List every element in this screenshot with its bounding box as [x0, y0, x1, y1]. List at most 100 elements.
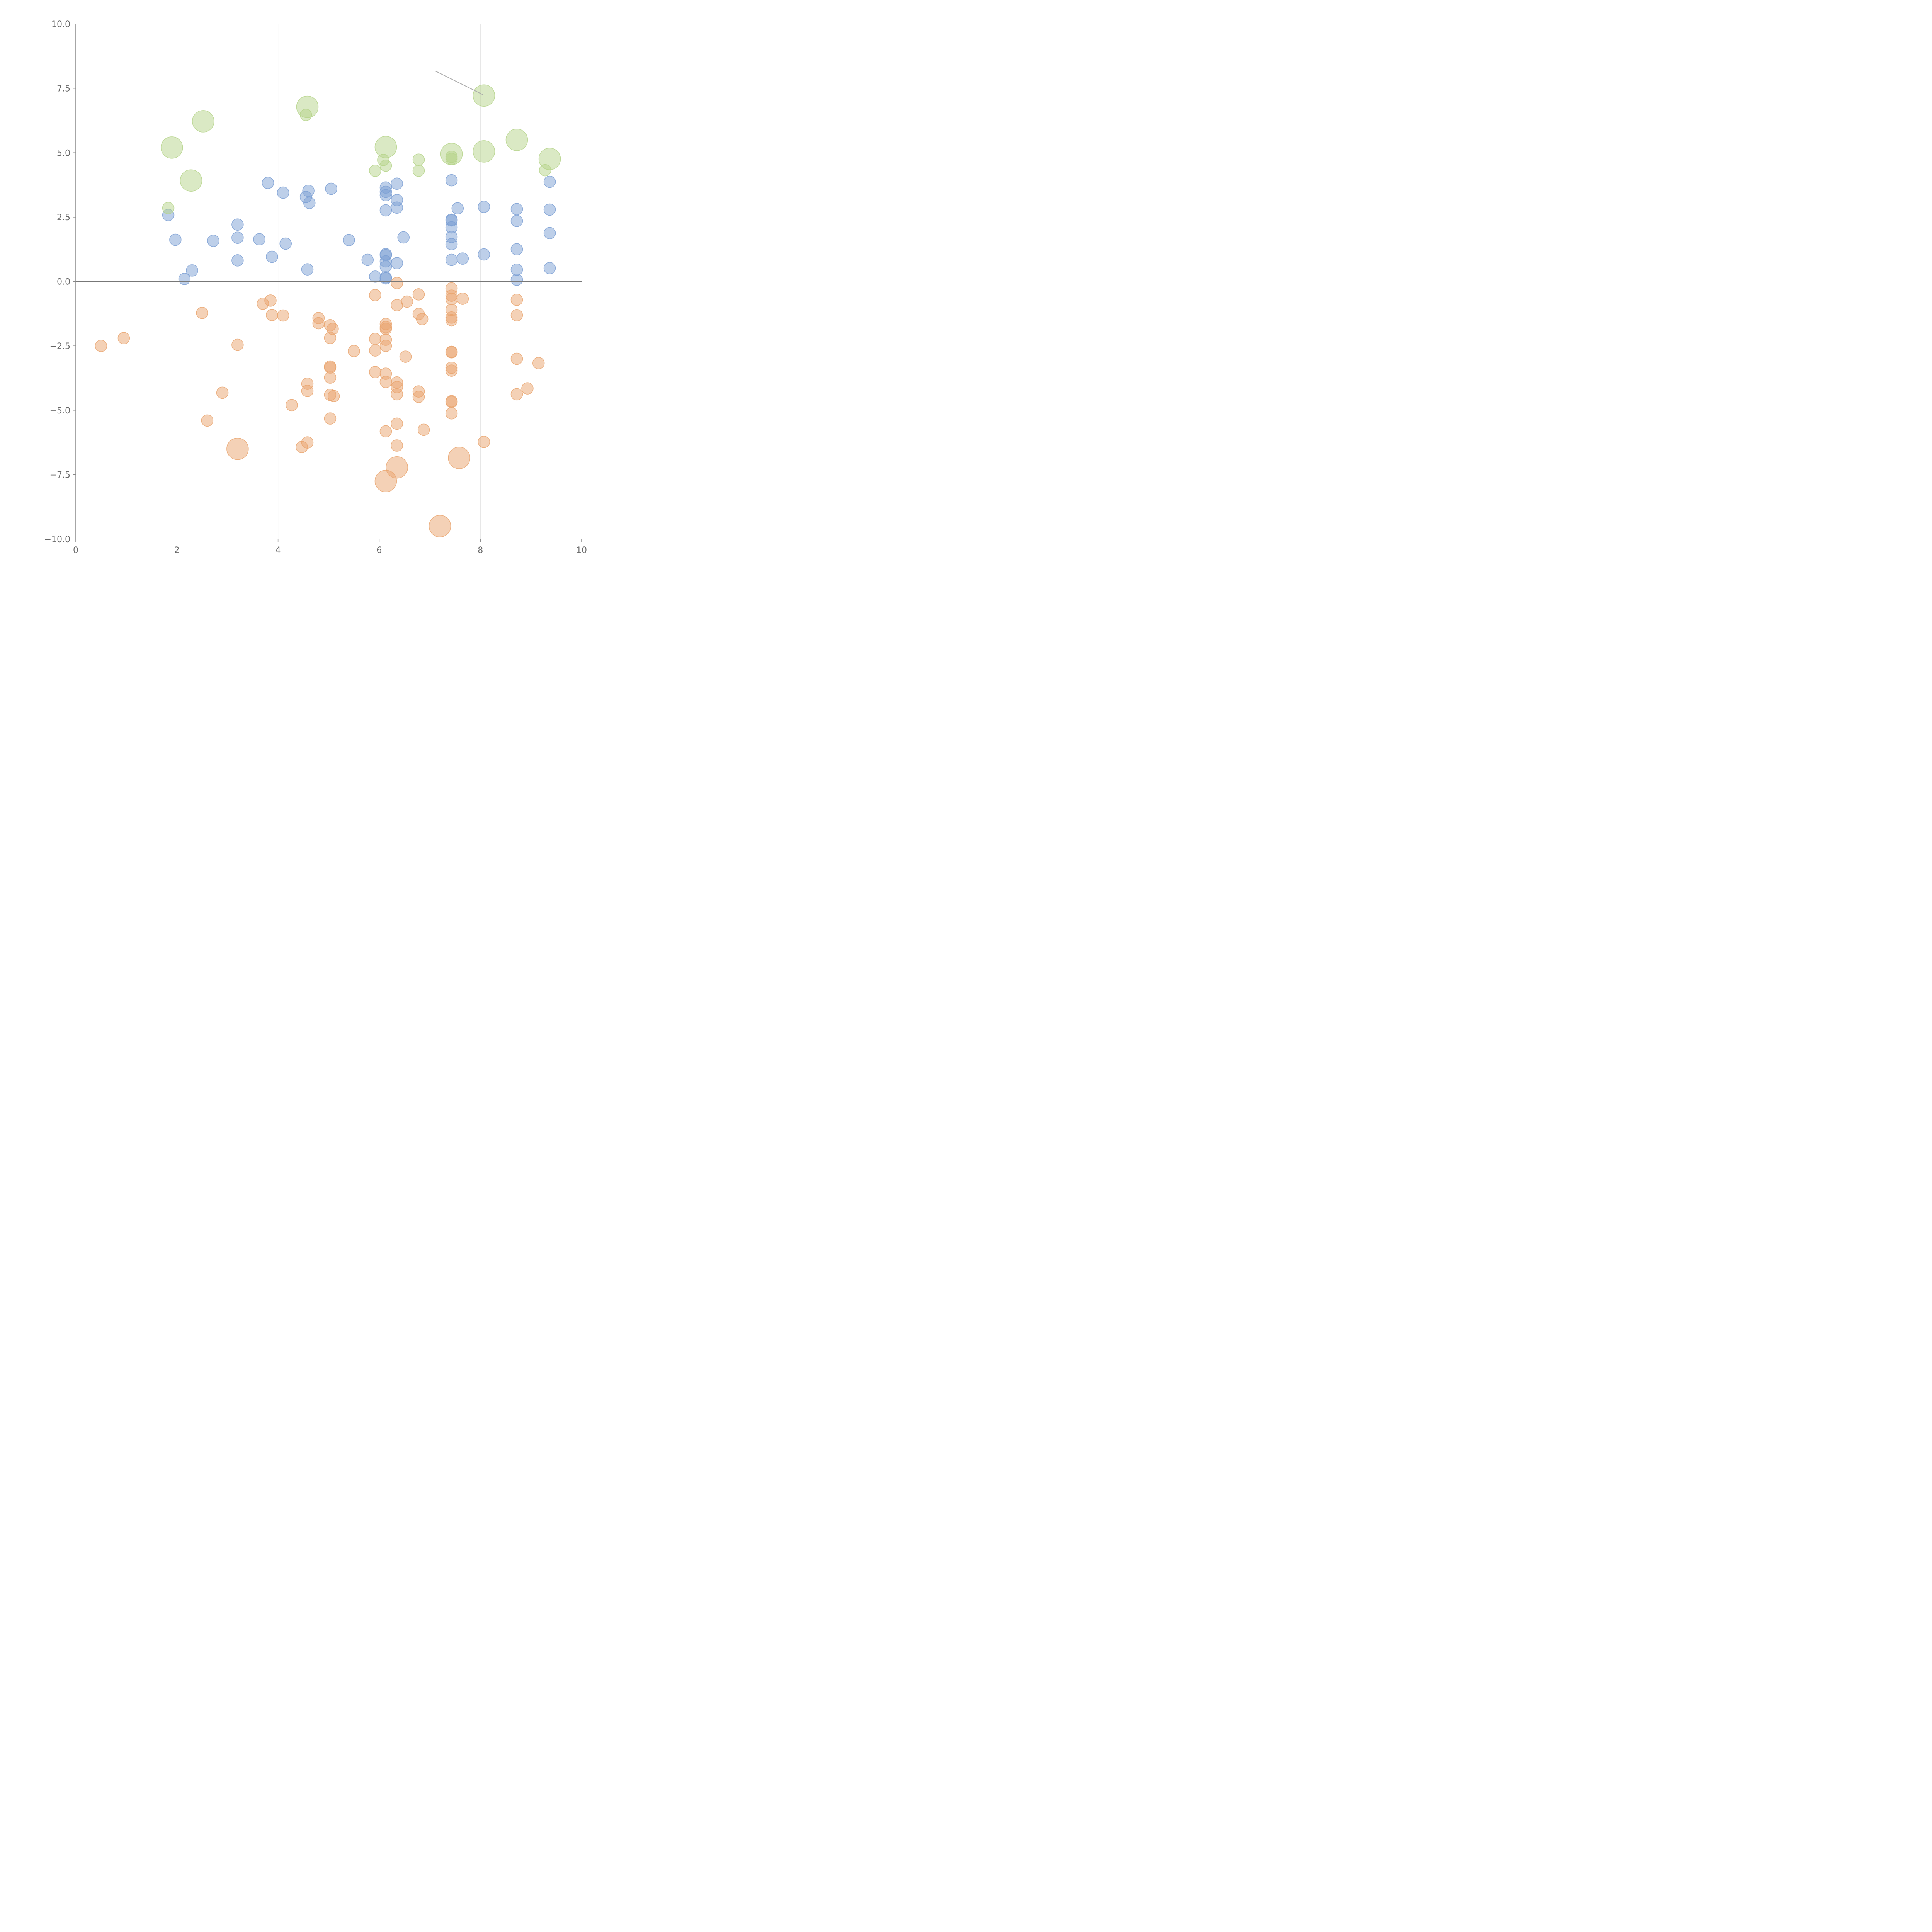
leader-line — [434, 70, 483, 95]
bubble-point — [369, 270, 381, 283]
bubble-point — [510, 294, 523, 306]
x-tick-label: 10 — [576, 546, 587, 555]
bubble-point — [325, 182, 337, 195]
bubble-point — [445, 238, 458, 250]
series-1 — [95, 277, 545, 537]
bubble-point — [445, 174, 458, 187]
bubble-point — [192, 110, 214, 133]
bubble-point — [412, 288, 425, 301]
bubble-point — [169, 233, 182, 246]
bubble-point — [478, 435, 490, 448]
series-2 — [160, 84, 561, 214]
series-layer — [95, 70, 561, 537]
bubble-point — [301, 436, 314, 449]
bubble-point — [478, 201, 490, 213]
bubble-point — [379, 204, 392, 217]
bubble-point — [543, 175, 556, 188]
bubble-point — [369, 344, 381, 357]
bubble-point — [160, 136, 183, 159]
bubble-point — [348, 345, 360, 357]
bubble-point — [186, 264, 198, 277]
bubble-point — [369, 165, 381, 177]
bubble-point — [473, 140, 495, 163]
bubble-point — [286, 399, 298, 412]
bubble-point — [95, 340, 107, 352]
bubble-point — [448, 447, 470, 469]
bubble-point — [429, 515, 451, 537]
bubble-point — [324, 412, 337, 425]
bubble-point — [445, 396, 458, 408]
y-tick-label: −5.0 — [50, 406, 70, 416]
bubble-point — [303, 197, 316, 209]
bubble-point — [301, 263, 314, 276]
bubble-point — [401, 295, 413, 308]
bubble-point — [279, 237, 292, 250]
bubble-point — [473, 84, 495, 107]
y-tick-label: 7.5 — [57, 84, 70, 94]
y-tick-label: −7.5 — [50, 470, 70, 480]
bubble-point — [521, 382, 534, 395]
bubble-point — [391, 177, 403, 190]
bubble-point — [226, 437, 249, 460]
bubble-point — [391, 257, 403, 269]
x-tick-label: 4 — [276, 546, 281, 555]
bubble-point — [445, 346, 458, 359]
x-tick-label: 2 — [174, 546, 180, 555]
bubble-point — [379, 340, 392, 352]
bubble-point — [391, 439, 403, 452]
bubble-point — [456, 252, 469, 265]
bubble-point — [391, 277, 403, 289]
bubble-point — [207, 235, 219, 247]
bubble-point — [445, 253, 458, 266]
bubble-point — [445, 364, 458, 377]
bubble-point — [478, 248, 490, 261]
bubble-point — [379, 189, 392, 201]
bubble-point — [379, 260, 392, 273]
bubble-point — [379, 425, 392, 438]
bubble-point — [445, 153, 458, 165]
bubble-point — [416, 313, 429, 325]
x-tick-label: 0 — [73, 546, 78, 555]
bubble-point — [543, 262, 556, 274]
bubble-point — [543, 227, 556, 239]
bubble-point — [312, 317, 325, 330]
bubble-point — [445, 293, 458, 305]
bubble-point — [264, 294, 277, 307]
y-tick-label: 10.0 — [51, 20, 70, 29]
bubble-point — [361, 253, 374, 266]
x-tick-label: 6 — [376, 546, 382, 555]
bubble-point — [412, 391, 425, 403]
bubble-point — [302, 185, 315, 197]
bubble-point — [505, 129, 528, 151]
y-tick-label: −2.5 — [50, 342, 70, 351]
bubble-point — [216, 386, 229, 399]
bubble-point — [266, 250, 278, 263]
bubble-point — [445, 407, 458, 420]
bubble-point — [532, 357, 545, 369]
bubble-point — [510, 215, 523, 227]
ticks: 0 2 4 6 8 10 −10.0 −7.5 −5.0 −2.5 0.0 2.5 5.0 7.5 10.0 — [44, 20, 587, 555]
bubble-point — [510, 388, 523, 401]
bubble-point — [231, 218, 244, 231]
bubble-point — [379, 323, 392, 335]
bubble-chart: 0 2 4 6 8 10 −10.0 −7.5 −5.0 −2.5 0.0 2.5 5.0 7.5 10.0 — [44, 20, 587, 555]
bubble-point — [327, 390, 340, 402]
bubble-point — [231, 338, 244, 351]
bubble-point — [543, 203, 556, 216]
bubble-point — [231, 254, 244, 267]
bubble-point — [369, 333, 381, 345]
bubble-point — [266, 309, 278, 321]
bubble-point — [180, 169, 202, 192]
bubble-point — [196, 307, 208, 319]
bubble-point — [510, 243, 523, 255]
bubble-point — [277, 186, 289, 199]
bubble-point — [510, 309, 523, 321]
bubble-point — [301, 385, 314, 397]
series-0 — [162, 174, 556, 286]
bubble-point — [510, 274, 523, 286]
bubble-point — [451, 202, 464, 214]
bubble-point — [445, 314, 458, 327]
bubble-point — [277, 309, 289, 322]
bubble-point — [399, 350, 412, 363]
bubble-point — [231, 231, 244, 244]
